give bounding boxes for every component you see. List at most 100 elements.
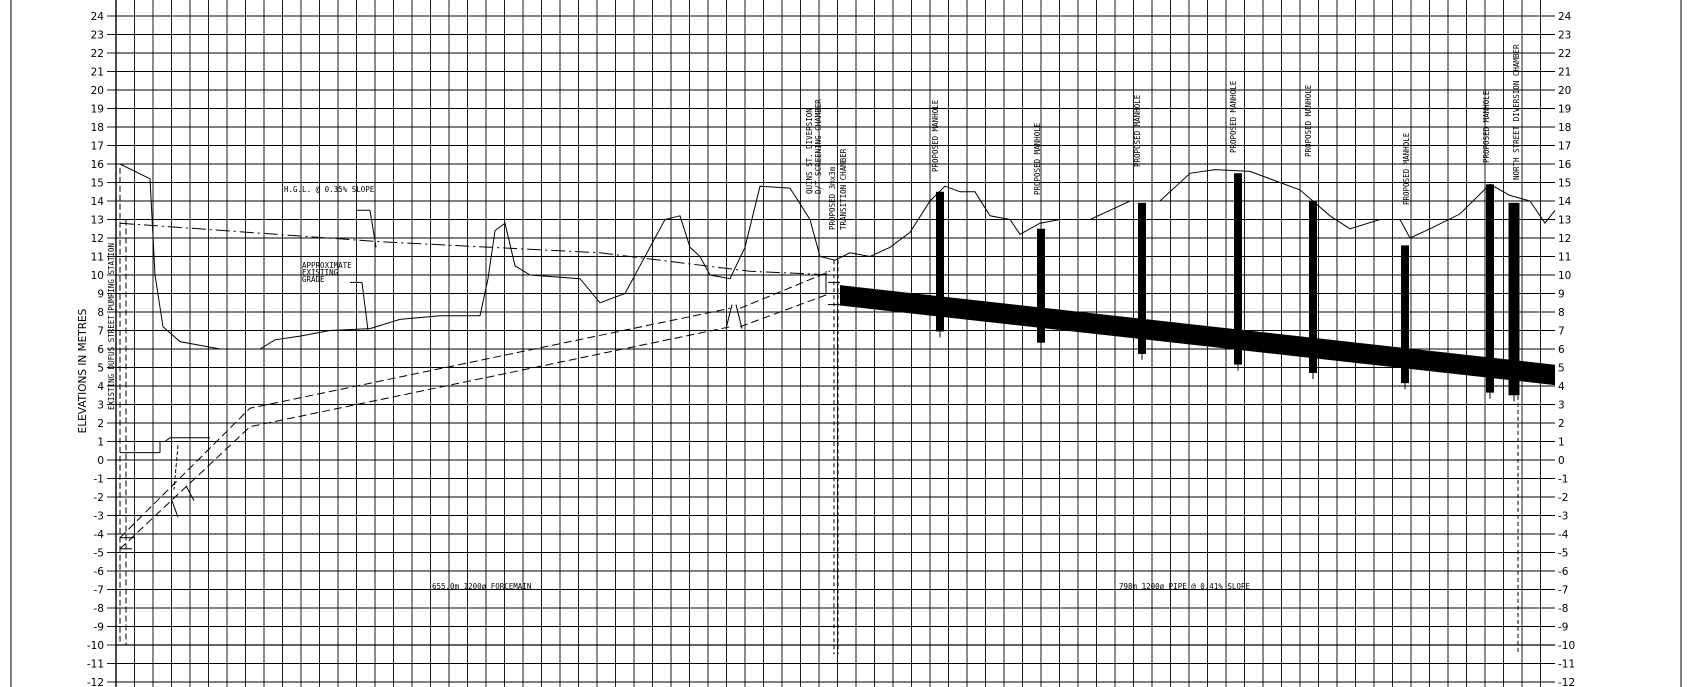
y-tick-label-right: 12 [1558, 233, 1571, 245]
y-tick-label: -5 [94, 548, 104, 560]
y-tick-label-right: -9 [1558, 622, 1568, 634]
label-hgl: H.G.L. @ 0.35% SLOPE [284, 185, 375, 194]
forcemain-bottom-line [119, 326, 731, 550]
y-tick-label-right: -3 [1558, 511, 1568, 523]
label-north-chamber: NORTH STREET DIVERSION CHAMBER [1512, 44, 1521, 180]
label-manhole-3: PROPOSED MANHOLE [1133, 94, 1142, 167]
y-axis-tick-labels-right: 2423222120191817161514131211109876543210… [1558, 11, 1575, 687]
y-tick-label: 9 [97, 289, 104, 301]
y-tick-label: -1 [94, 474, 104, 486]
forcemain-top-line [119, 307, 731, 539]
y-axis-tick-labels: 2423222120191817161514131211109876543210… [87, 11, 116, 687]
label-pumping-station: EXISTING DUFUS STREET PUMPING STATION [107, 243, 116, 410]
label-grade-2: EXISTING [302, 268, 339, 277]
y-tick-label: 20 [91, 85, 104, 97]
existing-grade-line [119, 163, 1556, 350]
y-tick-label: -11 [87, 659, 104, 671]
y-tick-label: -9 [94, 622, 104, 634]
y-tick-label: 10 [91, 270, 104, 282]
y-tick-label-right: -5 [1558, 548, 1568, 560]
y-tick-label-right: 21 [1558, 67, 1571, 79]
y-tick-label: 11 [91, 252, 104, 264]
y-tick-label: -7 [94, 585, 104, 597]
y-tick-label-right: -2 [1558, 492, 1568, 504]
manhole-shaft [1138, 202, 1146, 354]
y-tick-label-right: 18 [1558, 122, 1571, 134]
y-tick-label: -6 [94, 566, 105, 578]
manhole-shaft [1037, 228, 1045, 343]
label-manhole-2: PROPOSED MANHOLE [1033, 122, 1042, 195]
detail-line [725, 304, 733, 329]
y-tick-label-right: 23 [1558, 30, 1571, 42]
label-diversion-1: QUINS ST. DIVERSION [805, 108, 814, 194]
y-tick-label: -4 [94, 529, 105, 541]
hgl-line [119, 222, 836, 276]
proposed-pipe [840, 285, 1555, 386]
y-tick-label: -8 [94, 603, 104, 615]
y-tick-label-right: 7 [1558, 326, 1565, 338]
y-tick-label: 3 [97, 400, 104, 412]
y-tick-label-right: 9 [1558, 289, 1565, 301]
label-pipe: 798m 1200ø PIPE @ 0.41% SLOPE [1119, 582, 1250, 591]
y-tick-label-right: 5 [1558, 363, 1565, 375]
y-tick-label-right: 1 [1558, 437, 1565, 449]
detail-line [361, 282, 369, 331]
y-tick-label-right: 0 [1558, 455, 1565, 467]
label-manhole-5: PROPOSED MANHOLE [1304, 84, 1313, 157]
y-tick-label: -2 [94, 492, 104, 504]
y-tick-label: 5 [97, 363, 104, 375]
detail-line [369, 210, 377, 248]
y-tick-label: 15 [91, 178, 104, 190]
y-tick-label: -10 [87, 640, 104, 652]
y-tick-label-right: 8 [1558, 307, 1565, 319]
y-tick-label-right: 10 [1558, 270, 1571, 282]
label-forcemain: 655.0m 1200ø FORCEMAIN [432, 582, 531, 591]
label-transition-2: TRANSITION CHAMBER [839, 148, 848, 230]
y-tick-label: 23 [91, 30, 104, 42]
proposed-manholes [936, 173, 1520, 402]
y-tick-label-right: 6 [1558, 344, 1565, 356]
y-tick-label-right: -7 [1558, 585, 1568, 597]
y-tick-label: 24 [91, 11, 105, 23]
label-manhole-4: PROPOSED MANHOLE [1229, 80, 1238, 153]
y-tick-label-right: 24 [1558, 11, 1572, 23]
y-tick-label-right: 14 [1558, 196, 1572, 208]
manhole-shaft [1486, 184, 1494, 393]
detail-line [185, 485, 195, 501]
label-manhole-1: PROPOSED MANHOLE [931, 99, 940, 172]
y-tick-label-right: 3 [1558, 400, 1565, 412]
label-transition-1: PROPOSED 3mx3m [828, 166, 837, 230]
y-tick-label: -3 [94, 511, 104, 523]
y-tick-label-right: 13 [1558, 215, 1571, 227]
manhole-shaft [936, 191, 944, 332]
y-tick-label: 7 [97, 326, 104, 338]
label-grade-3: GRADE [302, 275, 325, 284]
y-axis-title: ELEVATIONS IN METRES [77, 308, 89, 433]
y-tick-label: 12 [91, 233, 104, 245]
manhole-shaft [1401, 245, 1409, 384]
detail-line [735, 304, 743, 329]
y-tick-label: 21 [91, 67, 104, 79]
y-tick-label-right: -6 [1558, 566, 1569, 578]
y-tick-label: 16 [91, 159, 105, 171]
y-tick-label: 18 [91, 122, 104, 134]
y-tick-label: 13 [91, 215, 104, 227]
manhole-shaft [1309, 201, 1317, 373]
manhole-shaft [1234, 173, 1242, 365]
y-tick-label-right: -10 [1558, 640, 1575, 652]
y-tick-label: 0 [97, 455, 104, 467]
label-manhole-6: PROPOSED MANHOLE [1402, 132, 1411, 205]
detail-line [739, 293, 831, 328]
y-tick-label-right: -4 [1558, 529, 1569, 541]
y-tick-label-right: 22 [1558, 48, 1571, 60]
y-tick-label: 19 [91, 104, 104, 116]
y-tick-label: 1 [97, 437, 104, 449]
y-tick-label-right: 4 [1558, 381, 1565, 393]
y-tick-label-right: -12 [1558, 677, 1575, 687]
label-manhole-7: PROPOSED MANHOLE [1482, 90, 1491, 163]
detail-line [739, 270, 831, 309]
y-tick-label: 6 [97, 344, 104, 356]
y-tick-label-right: 11 [1558, 252, 1571, 264]
y-tick-label: 4 [97, 381, 104, 393]
